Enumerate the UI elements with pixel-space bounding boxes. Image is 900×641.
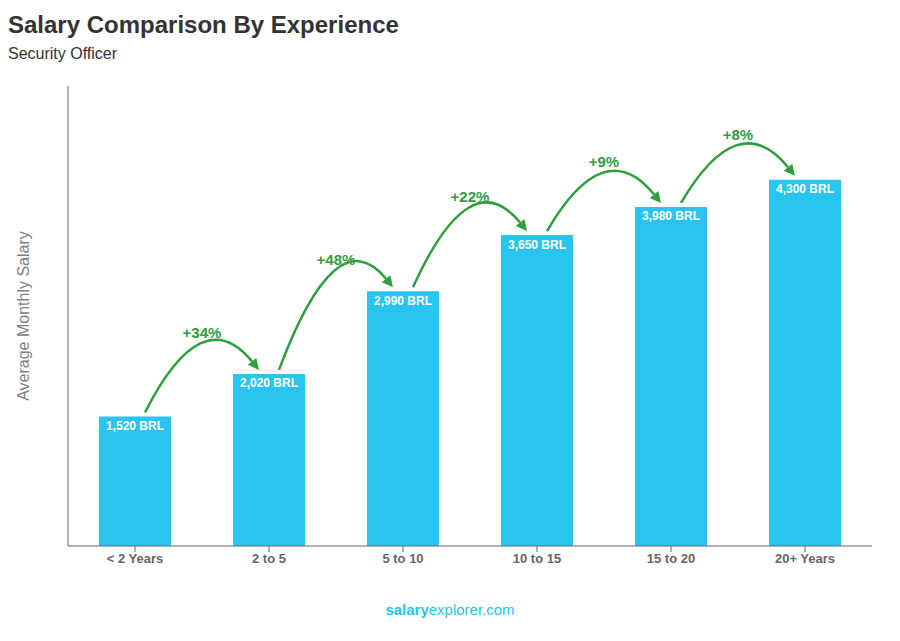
- svg-text:20+ Years: 20+ Years: [775, 551, 835, 566]
- svg-text:5 to 10: 5 to 10: [382, 551, 423, 566]
- svg-text:< 2 Years: < 2 Years: [107, 551, 164, 566]
- html-text:Salary Comparison By Experienc: Salary Comparison By Experience: [8, 11, 399, 38]
- svg-text:+22%: +22%: [451, 188, 490, 205]
- svg-text:+9%: +9%: [589, 153, 619, 170]
- svg-text:3,650 BRL: 3,650 BRL: [508, 238, 566, 252]
- svg-text:2,020 BRL: 2,020 BRL: [240, 376, 298, 390]
- svg-text:2 to 5: 2 to 5: [252, 551, 286, 566]
- svg-text:1,520 BRL: 1,520 BRL: [106, 419, 164, 433]
- svg-text:10 to 15: 10 to 15: [513, 551, 561, 566]
- svg-text:2,990 BRL: 2,990 BRL: [374, 294, 432, 308]
- svg-text:3,980 BRL: 3,980 BRL: [642, 209, 700, 223]
- svg-text:4,300 BRL: 4,300 BRL: [776, 182, 834, 196]
- html-text:salary explorer.com: salary explorer.com: [385, 601, 515, 618]
- svg-text:15 to 20: 15 to 20: [647, 551, 695, 566]
- svg-text:+48%: +48%: [317, 251, 356, 268]
- svg-text:+34%: +34%: [183, 324, 222, 341]
- svg-text:+8%: +8%: [723, 126, 753, 143]
- html-text:Security Officer: Security Officer: [8, 45, 118, 62]
- svg-text:Average Monthly Salary: Average Monthly Salary: [15, 231, 32, 401]
